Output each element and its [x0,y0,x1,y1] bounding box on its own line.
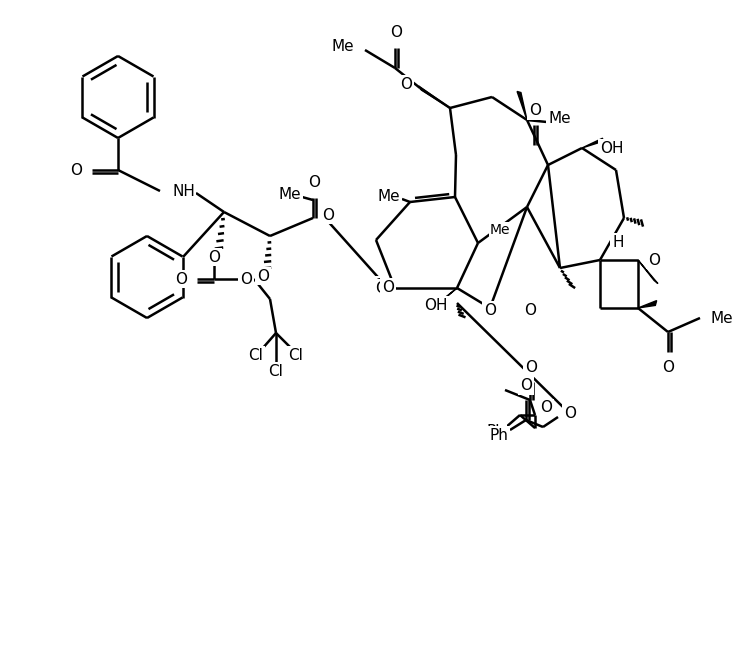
Text: O: O [208,250,220,264]
Text: O: O [373,278,385,293]
Polygon shape [638,301,657,308]
Text: Me: Me [490,223,510,237]
Polygon shape [418,86,450,108]
Text: O: O [484,303,496,317]
Text: Me: Me [710,311,732,325]
Text: Me: Me [331,39,354,54]
Text: O: O [375,280,387,295]
Text: O: O [240,272,252,286]
Polygon shape [638,260,658,284]
Text: O: O [400,76,412,92]
Text: Ph: Ph [489,428,508,442]
Text: O: O [390,25,402,40]
Text: OH: OH [424,297,448,313]
Text: H: H [612,234,624,250]
Text: O: O [529,103,541,118]
Text: O: O [525,360,537,375]
Text: O: O [175,272,187,286]
Text: Me: Me [279,187,301,201]
Text: O: O [322,207,334,222]
Text: O: O [257,268,269,284]
Text: O: O [662,360,674,375]
Text: Me: Me [548,110,571,125]
Text: O: O [520,378,532,393]
Text: O: O [382,280,394,295]
Polygon shape [437,288,457,305]
Text: Ph: Ph [486,424,505,440]
Text: O: O [564,406,576,420]
Text: O: O [70,163,82,177]
Text: Me: Me [378,189,400,203]
Text: OH: OH [600,141,624,155]
Text: O: O [524,303,536,317]
Text: O: O [540,400,552,416]
Polygon shape [517,92,527,120]
Polygon shape [582,138,602,148]
Text: NH: NH [172,183,195,199]
Text: Cl: Cl [288,347,304,363]
Text: O: O [308,175,320,190]
Text: O: O [648,252,660,268]
Text: Cl: Cl [248,347,263,363]
Text: Cl: Cl [269,363,283,378]
